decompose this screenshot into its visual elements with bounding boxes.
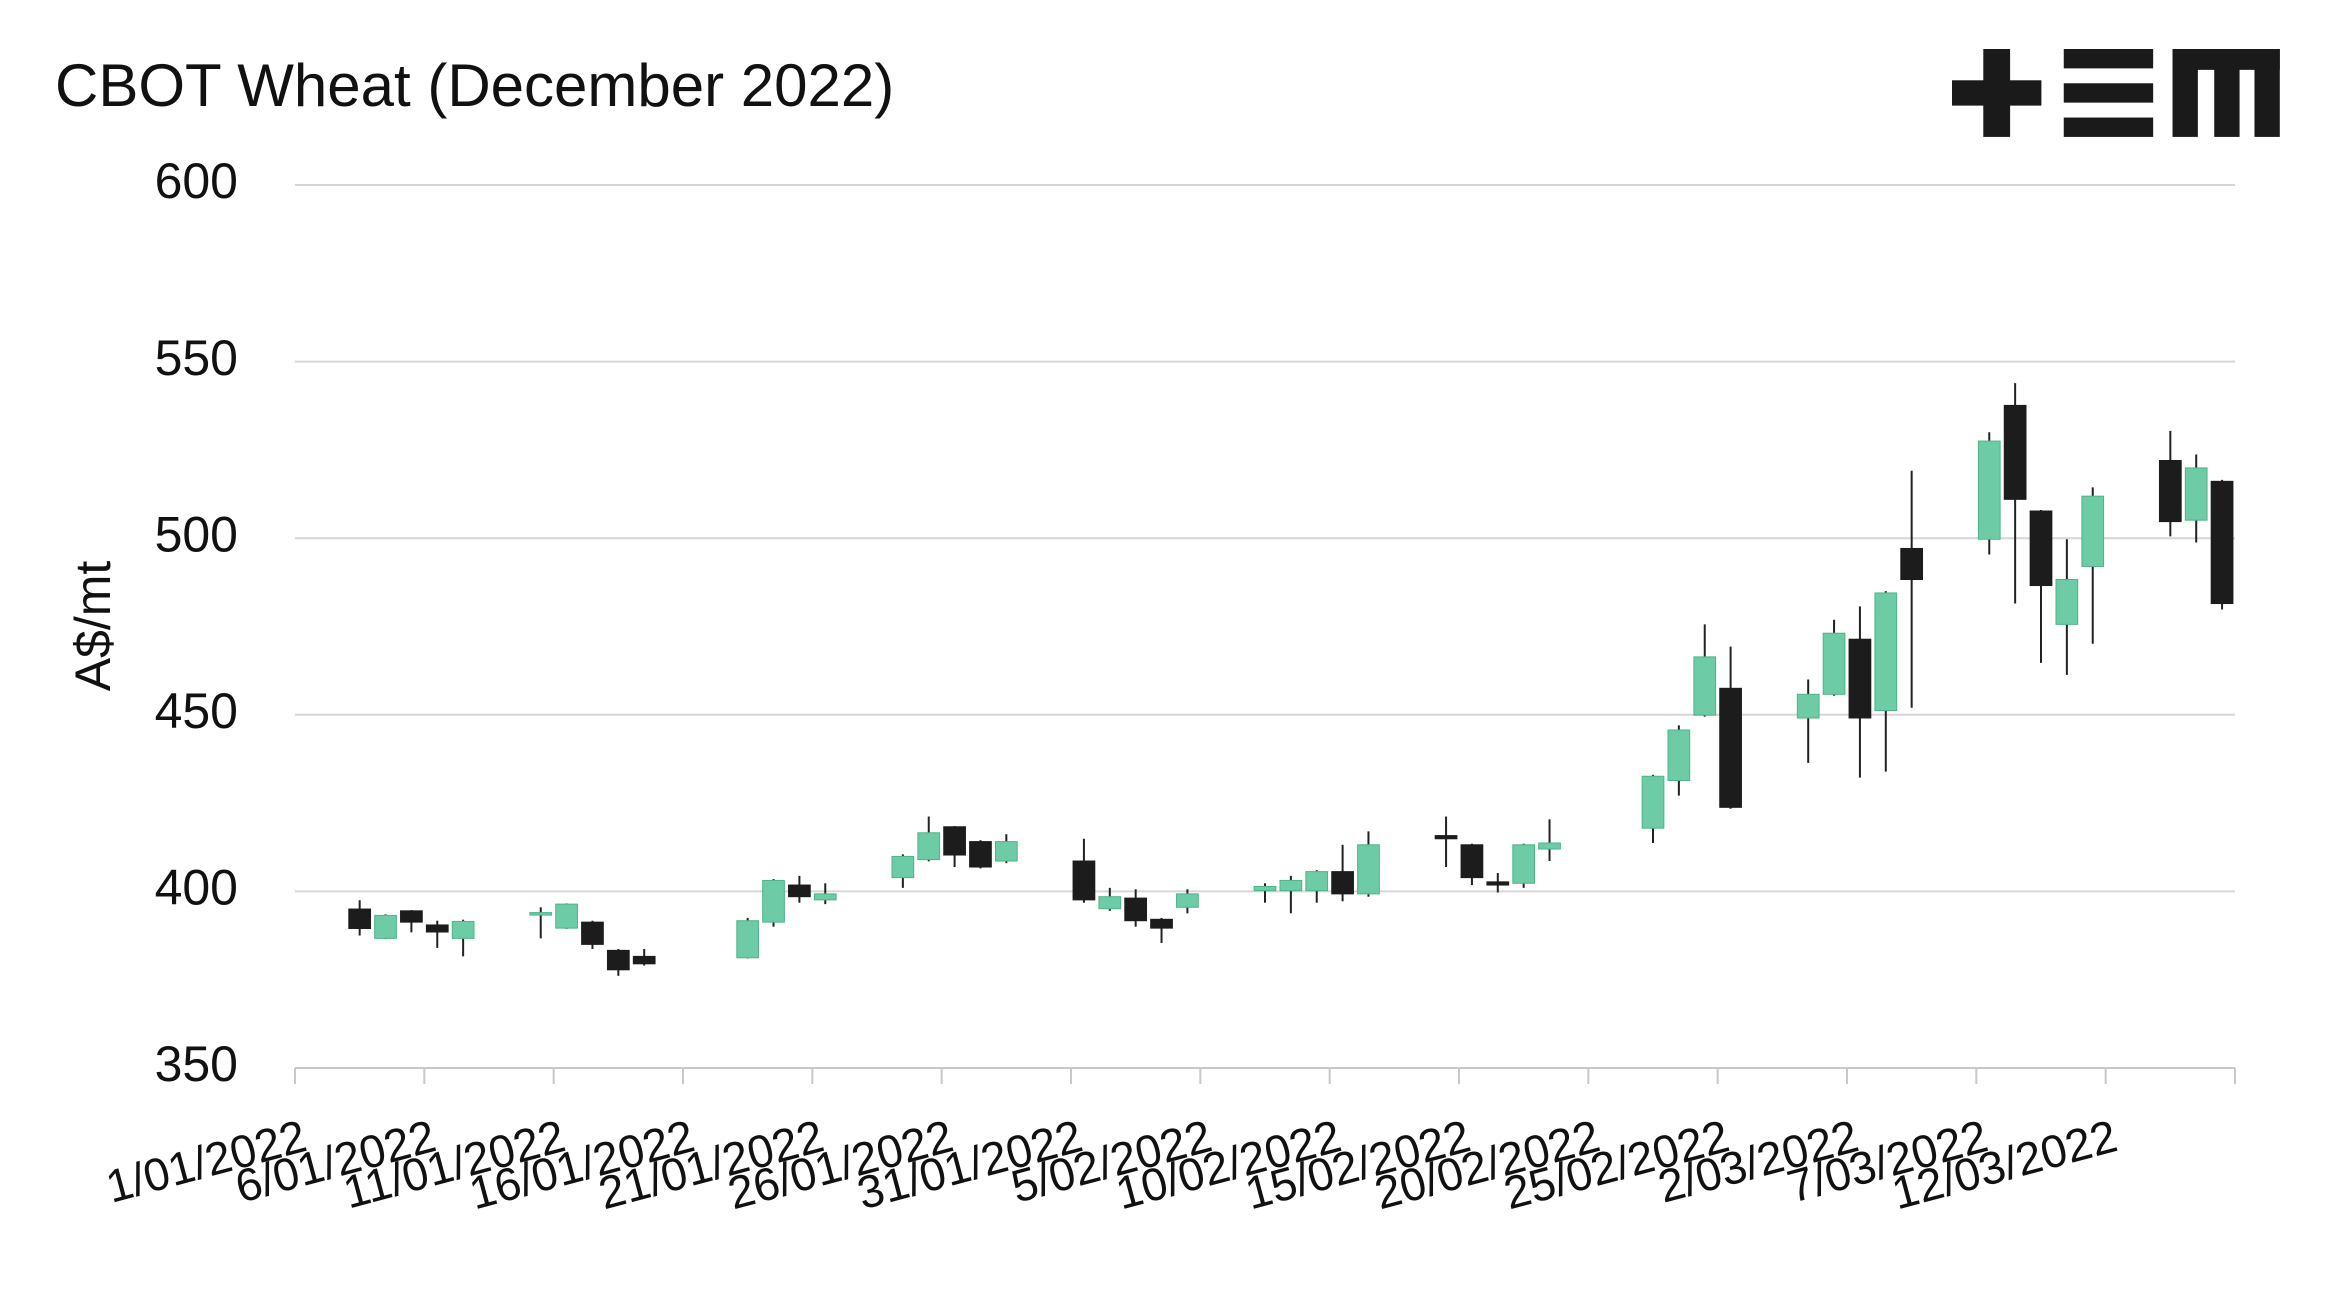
candle-body [555,903,578,929]
logo-m-right [2254,49,2280,137]
candle-body [2081,495,2105,567]
y-tick-label: 600 [155,153,238,209]
candle-body [1641,775,1665,829]
candle-body [2003,404,2027,500]
logo-e-mid [2063,83,2154,103]
candle-body [891,855,915,879]
candle-body [2210,480,2234,605]
y-tick-label: 500 [155,506,238,562]
candle-body [762,879,785,923]
logo [1952,49,2280,137]
candle-body [632,955,656,965]
y-tick-label: 450 [155,683,238,739]
candle-body [2055,579,2079,625]
y-tick-label: 350 [155,1036,238,1092]
candle-body [1693,656,1717,716]
candle-body [1512,844,1536,884]
candle-body [1124,897,1148,922]
candle-body [1977,440,2001,540]
candle-body [917,832,941,861]
candle-body [788,884,811,898]
candle-body [1538,842,1561,850]
candle-body [1176,893,1199,908]
candle-body [1822,632,1846,695]
candle-body [969,841,992,868]
candle-body [1719,687,1742,808]
candle-body [1150,918,1173,929]
y-tick-label: 550 [155,330,238,386]
logo-e-top [2063,49,2154,69]
candle-body [348,908,372,929]
candle-body [1486,881,1510,886]
candle-body [1874,592,1898,712]
candle-body [425,924,449,933]
candle-body [529,912,553,916]
candle-body [606,949,630,971]
y-axis-label: A$/mt [65,561,121,692]
candle-body [1460,844,1484,879]
candle-body [1434,835,1458,840]
y-tick-label: 400 [155,860,238,916]
candle-body [581,921,604,945]
candle-body [400,910,423,923]
candle-body [1253,885,1277,892]
candle-body [2184,467,2208,521]
chart-title: CBOT Wheat (December 2022) [55,52,894,119]
candle-body [1848,638,1872,719]
candle-body [1900,547,1924,581]
candle-body [736,920,760,959]
candle-body [2029,510,2053,587]
candle-body [1072,860,1096,901]
candle-body [943,826,966,856]
logo-m-mid [2214,49,2240,137]
candle-body [1796,693,1820,719]
candle-body [1279,879,1303,892]
candle-body [2158,459,2182,523]
candle-body [374,914,397,939]
candle-body [1331,871,1354,895]
candle-body [994,841,1018,862]
candle-body [1098,896,1122,910]
candle-body [1305,871,1329,892]
candle-body [451,920,475,939]
logo-e-bottom [2063,117,2154,137]
candle-body [1357,844,1380,895]
logo-plus-v [1983,49,2011,137]
candle-body [1667,729,1691,781]
logo-m-left [2172,49,2198,137]
candle-body [813,893,837,901]
